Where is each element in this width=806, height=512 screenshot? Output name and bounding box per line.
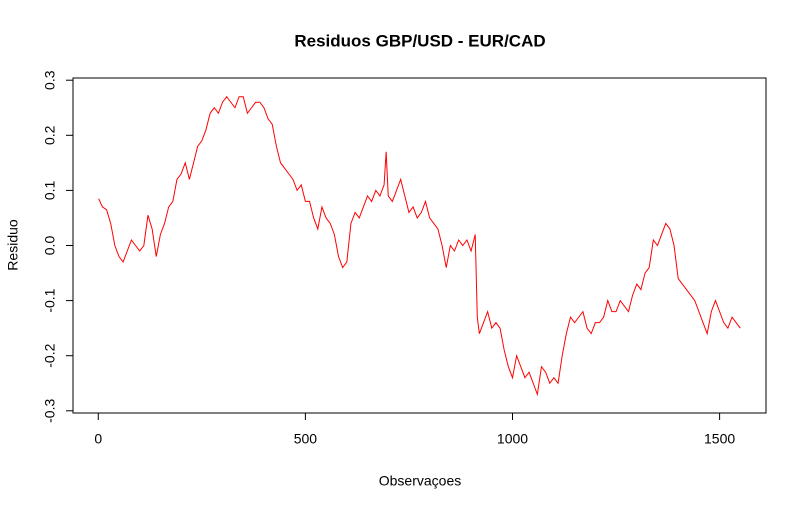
x-axis-label: Observaçoes — [379, 473, 461, 489]
y-tick-label: 0.2 — [42, 125, 58, 145]
y-axis-label: Residuo — [5, 219, 21, 271]
y-tick-label: 0.0 — [42, 236, 58, 256]
y-tick-label: -0.2 — [42, 343, 58, 367]
x-tick-label: 0 — [94, 431, 102, 447]
data-line — [98, 95, 741, 397]
plot-box — [72, 77, 767, 414]
x-tick-label: 500 — [294, 431, 318, 447]
y-tick-label: 0.1 — [42, 180, 58, 200]
y-tick-label: -0.3 — [42, 399, 58, 423]
chart-title: Residuos GBP/USD - EUR/CAD — [294, 31, 545, 50]
x-tick-label: 1000 — [497, 431, 528, 447]
y-tick-label: 0.3 — [42, 70, 58, 90]
y-tick-label: -0.1 — [42, 288, 58, 312]
x-tick-label: 1500 — [704, 431, 735, 447]
